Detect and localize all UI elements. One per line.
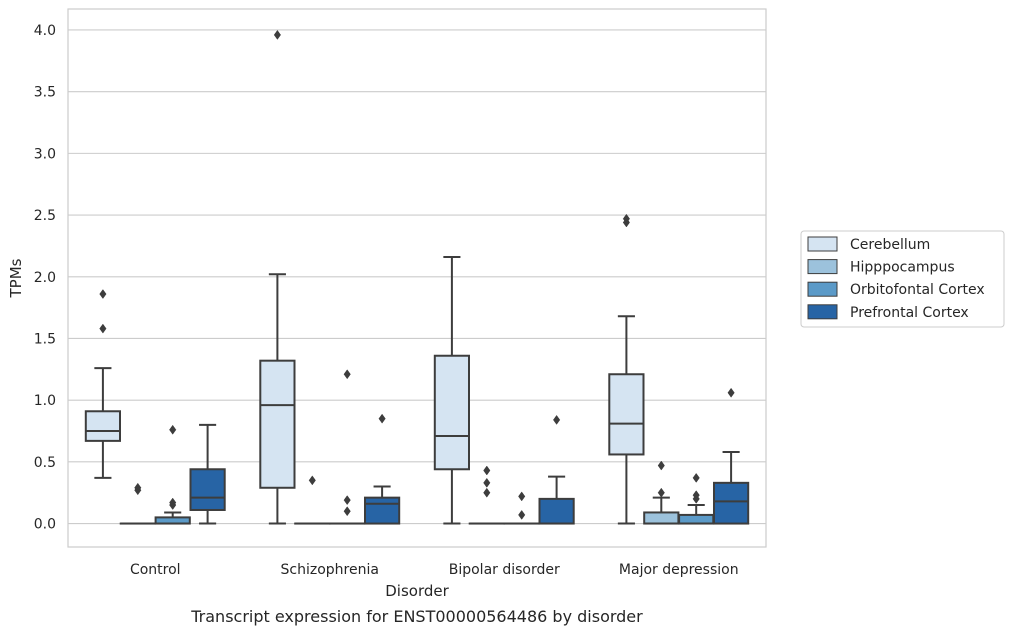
box-iqr [678,513,715,525]
plot-area-frame [67,8,767,548]
outlier-point [343,495,351,506]
outlier-point [169,497,177,508]
box-hipppocampus [119,482,156,525]
outlier-point [657,487,665,498]
y-tick-label: 2.5 [34,208,56,224]
box-cerebellum [608,213,645,525]
outlier-point [343,369,351,380]
box-cerebellum [259,29,296,525]
y-axis-label: TPMs [7,258,25,298]
box-iqr [259,359,296,489]
y-tick-label: 3.5 [34,85,56,101]
box-orbitofontal-cortex [154,424,191,525]
legend-item-label: Prefrontal Cortex [850,305,969,321]
outlier-point [483,477,491,488]
box-prefrontal-cortex [189,423,226,525]
box-hipppocampus [294,475,331,525]
outlier-point [622,213,630,224]
box-iqr [538,497,575,525]
y-tick-label: 1.0 [34,393,56,409]
box-cerebellum [84,289,122,479]
x-tick-label: Major depression [619,562,739,578]
outlier-point [518,491,526,502]
legend-frame [800,230,1005,328]
box-orbitofontal-cortex [678,472,715,525]
x-axis-ticks: Control Schizophrenia Bipolar disorder Majo… [130,562,739,578]
box-orbitofontal-cortex [329,369,366,525]
x-tick-label: Schizophrenia [281,562,379,578]
outlier-point [553,414,561,425]
gridlines [68,29,766,525]
outlier-point [343,506,351,517]
x-axis-label: Disorder [385,582,449,600]
x-tick-label: Control [130,562,181,578]
box-hipppocampus [643,460,680,525]
outlier-point [378,413,386,424]
boxes-layer [84,29,750,525]
box-prefrontal-cortex [712,387,750,525]
box-iqr [643,511,680,525]
legend-swatch [807,236,838,252]
y-tick-label: 1.5 [34,331,56,347]
box-cerebellum [433,256,471,525]
outlier-point [99,289,107,299]
box-hipppocampus [468,465,505,525]
legend: Cerebellum Hipppocampus Orbitofontal Corte… [800,230,1005,328]
box-iqr [189,468,226,511]
outlier-point [727,387,735,398]
outlier-point [692,472,700,483]
outlier-point [134,482,142,493]
outlier-point [518,509,526,520]
y-tick-label: 4.0 [34,23,56,39]
outlier-point [273,29,281,40]
outlier-point [692,490,700,501]
outlier-point [308,475,316,486]
outlier-point [99,323,107,334]
box-iqr [363,496,401,525]
box-iqr [433,354,471,471]
legend-swatch [807,281,838,297]
chart-caption: Transcript expression for ENST0000056448… [190,607,643,626]
legend-item-label: Cerebellum [850,237,930,253]
box-orbitofontal-cortex [503,491,540,525]
box-iqr [608,373,645,456]
legend-swatch [807,304,838,320]
legend-swatch [807,259,838,275]
x-tick-label: Bipolar disorder [449,562,560,578]
y-tick-label: 2.0 [34,270,56,286]
outlier-point [169,424,177,435]
outlier-point [483,487,491,498]
box-prefrontal-cortex [363,413,401,525]
y-tick-label: 3.0 [34,146,56,162]
box-iqr [84,410,122,442]
box-iqr [712,481,750,525]
outlier-point [657,460,665,471]
y-tick-label: 0.0 [34,517,56,533]
y-tick-label: 0.5 [34,455,56,471]
outlier-point [483,465,491,476]
legend-item-label: Hipppocampus [850,260,955,276]
y-axis-ticks: 0.0 0.5 1.0 1.5 2.0 2.5 3.0 3.5 4.0 [34,23,56,533]
legend-item-label: Orbitofontal Cortex [850,282,985,298]
box-prefrontal-cortex [538,414,575,525]
